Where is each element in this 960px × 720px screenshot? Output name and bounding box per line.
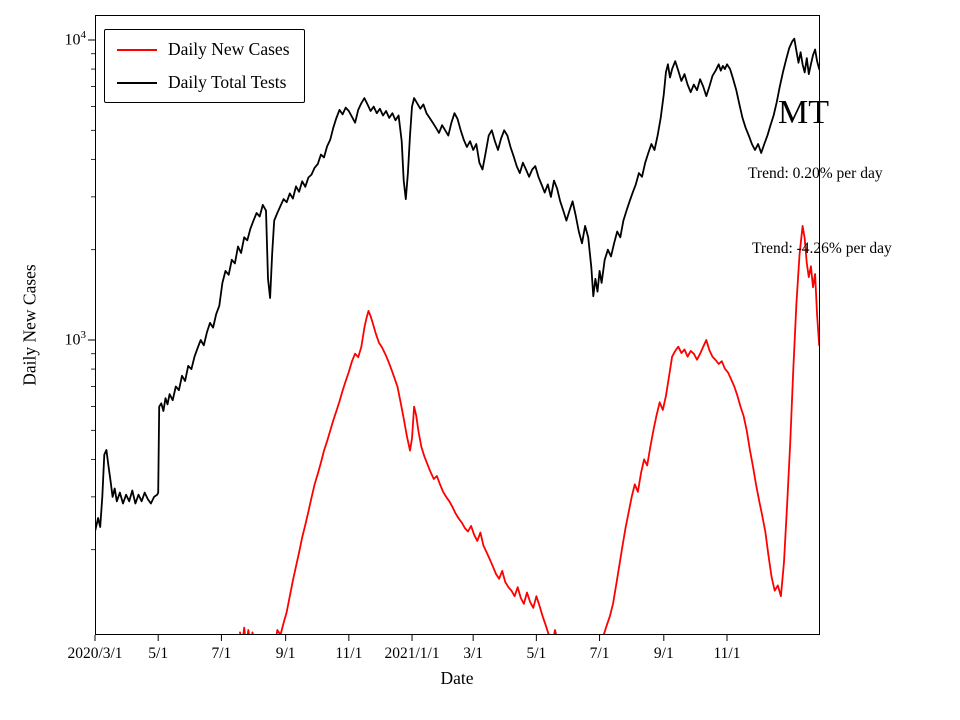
tick-layer: 2020/3/1 5/1 7/1 9/1 11/1 2021/1/1 3/1 5/1 7/1 9/… xyxy=(67,39,741,662)
x-tick-label: 9/1 xyxy=(654,645,674,662)
x-tick-label: 5/1 xyxy=(148,645,168,662)
x-tick-label: 2021/1/1 xyxy=(384,645,439,662)
region-label: MT xyxy=(778,94,829,131)
x-tick-label: 5/1 xyxy=(526,645,546,662)
x-tick-label: 2020/3/1 xyxy=(67,645,122,662)
trend-annotation-tests: Trend: 0.20% per day xyxy=(748,165,883,182)
line-daily-total-tests xyxy=(95,37,820,533)
legend: Daily New Cases Daily Total Tests xyxy=(104,29,305,103)
legend-entry-daily-new-cases: Daily New Cases xyxy=(117,39,290,60)
x-axis-label: Date xyxy=(440,668,474,688)
series-layer xyxy=(95,37,820,635)
x-tick-label: 7/1 xyxy=(590,645,610,662)
y-tick-label-1e4: 104 xyxy=(64,29,87,49)
x-tick-label: 11/1 xyxy=(335,645,362,662)
legend-entry-daily-total-tests: Daily Total Tests xyxy=(117,72,290,93)
red-line-sample-icon xyxy=(117,48,157,51)
plot-border xyxy=(95,15,820,635)
y-axis-label: Daily New Cases xyxy=(19,264,40,386)
x-tick-label: 11/1 xyxy=(714,645,741,662)
trend-annotation-cases: Trend: -4.26% per day xyxy=(752,240,892,257)
legend-label-daily-new-cases: Daily New Cases xyxy=(168,39,290,59)
black-line-sample-icon xyxy=(117,81,157,84)
line-daily-new-cases xyxy=(239,225,820,635)
x-tick-label: 7/1 xyxy=(211,645,231,662)
y-tick-label-1e3: 103 xyxy=(64,329,87,349)
legend-label-daily-total-tests: Daily Total Tests xyxy=(168,72,287,92)
x-tick-label: 3/1 xyxy=(463,645,483,662)
x-tick-label: 9/1 xyxy=(276,645,296,662)
